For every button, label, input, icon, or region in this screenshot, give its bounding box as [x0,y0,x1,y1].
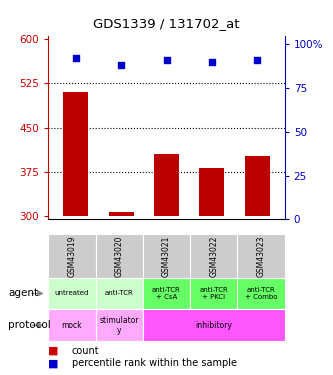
Bar [190,278,237,309]
Text: mock: mock [62,321,82,330]
Bar [237,234,285,278]
Text: untreated: untreated [55,290,89,296]
Bar [96,234,143,278]
Text: percentile rank within the sample: percentile rank within the sample [72,358,236,368]
Bar [143,309,285,341]
Bar [48,278,96,309]
Bar [109,211,134,216]
Text: GDS1339 / 131702_at: GDS1339 / 131702_at [93,17,240,30]
Bar [237,278,285,309]
Bar [96,278,143,309]
Bar [199,168,224,216]
Text: GSM43020: GSM43020 [115,235,124,277]
Text: anti-TCR: anti-TCR [105,290,134,296]
Bar [96,309,143,341]
Bar [245,156,270,216]
Bar [143,278,190,309]
Point [209,59,215,65]
Text: inhibitory: inhibitory [195,321,232,330]
Text: GSM43022: GSM43022 [209,235,218,277]
Text: anti-TCR
+ Combo: anti-TCR + Combo [245,287,277,300]
Bar [143,234,190,278]
Point [164,57,169,63]
Bar [190,234,237,278]
Bar [154,154,179,216]
Point [118,62,124,68]
Text: stimulator
y: stimulator y [100,316,139,335]
Text: agent: agent [8,288,38,298]
Text: GSM43023: GSM43023 [256,235,266,277]
Text: ■: ■ [48,358,59,368]
Text: GSM43021: GSM43021 [162,235,171,277]
Text: count: count [72,346,99,356]
Text: protocol: protocol [8,320,51,330]
Point [73,56,78,62]
Bar [48,234,96,278]
Text: anti-TCR
+ CsA: anti-TCR + CsA [152,287,181,300]
Bar [48,309,96,341]
Text: anti-TCR
+ PKCi: anti-TCR + PKCi [199,287,228,300]
Bar [63,92,88,216]
Text: ■: ■ [48,346,59,356]
Text: GSM43019: GSM43019 [67,235,77,277]
Point [255,57,260,63]
